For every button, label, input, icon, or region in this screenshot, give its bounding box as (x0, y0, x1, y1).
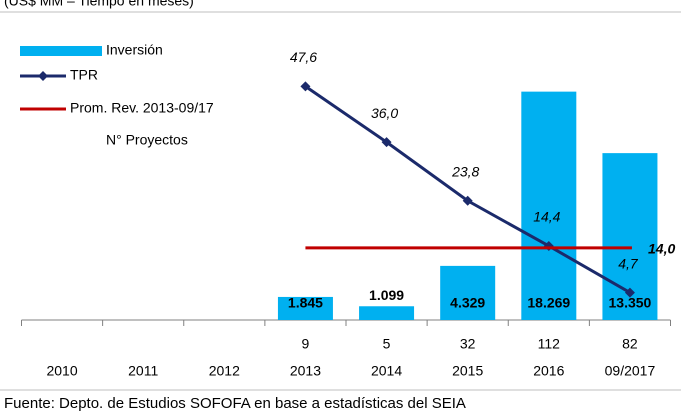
x-tick-label: 2010 (46, 363, 77, 379)
x-tick-label: 2013 (290, 363, 321, 379)
reference-label: 14,0 (648, 241, 675, 257)
legend-swatch (20, 46, 102, 56)
bar (521, 91, 577, 320)
bar (440, 265, 496, 320)
count-label: 9 (302, 336, 310, 352)
bar-value-label: 18.269 (527, 295, 570, 311)
line-value-label: 14,4 (533, 209, 560, 225)
count-label: 82 (622, 336, 638, 352)
source-note: Fuente: Depto. de Estudios SOFOFA en bas… (4, 395, 466, 412)
x-tick-label: 2016 (533, 363, 564, 379)
legend-swatch (38, 71, 48, 81)
legend-label: TPR (70, 67, 98, 83)
bar-value-label: 1.099 (369, 287, 404, 303)
bar (277, 296, 333, 320)
chart-subtitle: (US$ MM – Tiempo en meses) (4, 0, 194, 9)
x-tick-label: 2011 (128, 363, 158, 379)
marker (381, 137, 392, 148)
marker (624, 287, 635, 298)
marker (462, 195, 473, 206)
bar-value-label: 1.845 (288, 295, 323, 311)
line-value-label: 47,6 (290, 49, 317, 65)
x-tick-label: 09/2017 (605, 363, 656, 379)
legend-label: Inversión (106, 42, 163, 58)
x-tick-label: 2014 (371, 363, 402, 379)
legend-label: N° Proyectos (106, 132, 188, 148)
line (304, 85, 631, 294)
bar-value-label: 4.329 (450, 295, 485, 311)
count-label: 112 (538, 336, 561, 352)
bar (359, 306, 415, 320)
bar-value-label: 13.350 (609, 295, 652, 311)
x-tick-label: 2012 (209, 363, 240, 379)
line-value-label: 4,7 (618, 255, 639, 271)
count-label: 32 (460, 336, 476, 352)
x-tick-label: 2015 (452, 363, 483, 379)
marker (300, 81, 311, 92)
line-value-label: 36,0 (371, 105, 398, 121)
line-value-label: 23,8 (451, 163, 479, 179)
count-label: 5 (383, 336, 391, 352)
legend-label: Prom. Rev. 2013-09/17 (70, 100, 214, 116)
